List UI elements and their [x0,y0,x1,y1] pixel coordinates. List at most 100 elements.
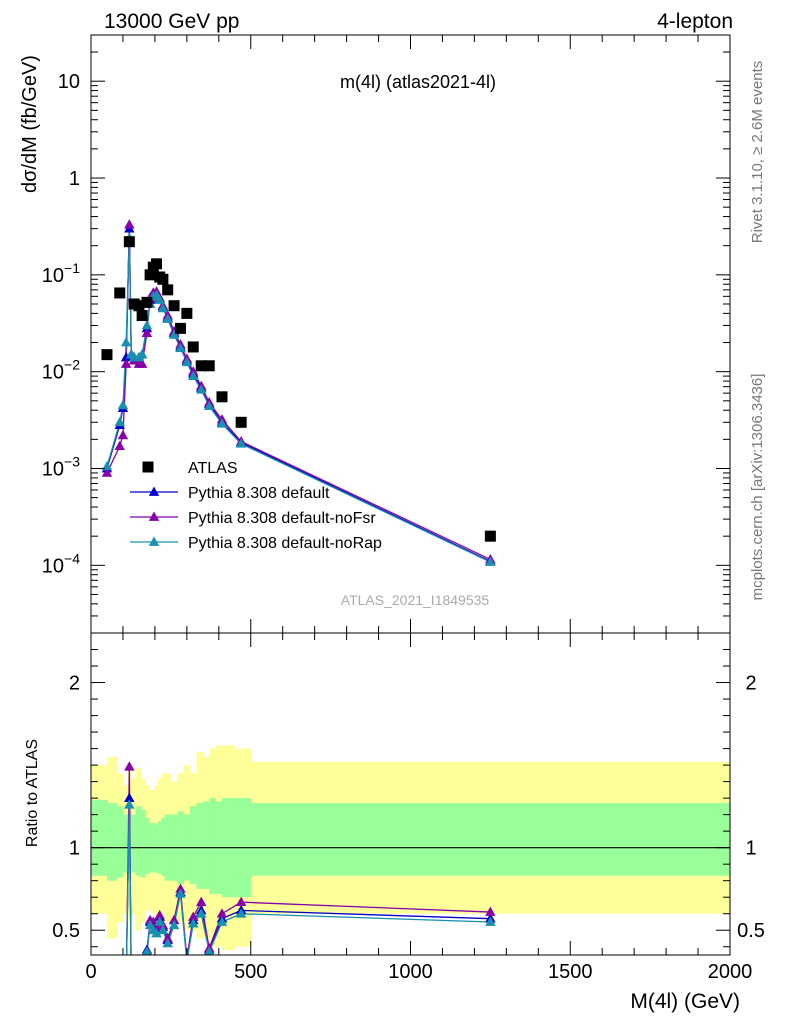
data-point-marker [141,296,153,308]
ratio-series-marker [175,888,186,898]
main-y-tick-label: 10−2 [42,357,80,384]
ratio-panel-content [91,745,730,967]
ratio-y-tick-label-right: 2 [745,673,756,695]
ratio-series-marker [196,896,207,907]
main-series-marker [485,556,496,566]
ratio-series-marker [216,916,228,926]
data-point-marker [187,341,199,353]
ratio-y-axis-label: Ratio to ATLAS [24,739,41,847]
x-tick-label: 500 [234,961,267,983]
legend-marker [148,511,160,521]
legend-label: Pythia 8.308 default [188,485,330,502]
main-y-tick-label: 1 [69,168,80,190]
data-point-marker [123,236,135,248]
main-series-marker [157,302,169,313]
ratio-series-marker [196,908,207,918]
ratio-y-tick-label-right: 0.5 [737,920,765,942]
main-series-marker [141,319,153,330]
main-series-marker [188,370,199,380]
ratio-y-tick-label: 0.5 [52,920,80,942]
main-y-tick-label: 10−4 [42,550,80,577]
stat-uncertainty-band [161,817,165,876]
stat-uncertainty-band [154,824,159,873]
main-series-marker [136,358,148,368]
stat-uncertainty-band [122,814,129,873]
ratio-series-marker [124,799,135,809]
legend-marker [142,461,154,473]
ratio-series-marker [151,928,162,938]
main-series-marker [136,349,148,359]
ratio-series-marker [485,916,496,926]
data-point-marker [484,530,496,542]
stat-uncertainty-band [140,809,146,878]
main-series-marker [154,294,165,304]
ratio-series-marker [141,954,143,955]
header-process-label: 4-lepton [657,10,733,33]
rivet-version-label: Rivet 3.1.10, ≥ 2.6M events [749,61,766,244]
main-series-marker [141,327,153,337]
header-beam-label: 13000 GeV pp [104,10,239,33]
legend-marker [148,536,160,546]
ratio-series-marker [216,908,228,918]
ratio-series-marker [141,946,152,955]
ratio-series-marker [204,946,215,955]
main-series-marker [117,399,129,410]
ratio-series-marker [182,956,192,965]
ratio-series-marker [485,906,496,916]
data-point-marker [157,273,169,285]
main-series-marker [181,356,193,367]
x-tick-label: 1500 [548,961,593,983]
main-y-tick-label: 10−1 [42,260,80,287]
stat-uncertainty-band [145,817,150,875]
ratio-series-marker [168,919,180,930]
stat-uncertainty-band [190,806,197,884]
ratio-series-marker [124,792,135,802]
legend-label: Pythia 8.308 default-noFsr [188,510,376,527]
ratio-series-marker [188,911,199,921]
stat-uncertainty-band [202,801,210,889]
ratio-series-marker [124,761,135,771]
main-series-marker [196,384,207,394]
main-y-tick-label: 10 [58,71,80,93]
stat-uncertainty-band [91,799,108,876]
legend-label: Pythia 8.308 default-noRap [188,535,382,552]
legend: ATLAS Pythia 8.308 default Pythia 8.308 de… [130,460,382,552]
main-series-marker [120,358,132,368]
stat-uncertainty-band [116,806,124,878]
data-point-marker [181,307,193,319]
ratio-series-marker [157,924,169,935]
ratio-series-marker [134,958,144,967]
stat-uncertainty-band [135,806,142,876]
ratio-y-tick-label: 1 [69,838,80,860]
stat-uncertainty-band [196,803,204,889]
main-series-marker [114,416,125,427]
x-tick-label: 0 [85,961,96,983]
legend-label: ATLAS [188,460,238,477]
stat-uncertainty-band [130,814,137,873]
main-series-marker [114,440,125,451]
ratio-series-marker [141,954,143,955]
main-series-marker [124,219,135,229]
main-series-marker [162,313,173,323]
mcplots-label: mcplots.cern.ch [arXiv:1306.3436] [749,374,766,601]
ratio-series-marker [162,937,173,948]
main-series-marker [120,352,132,362]
legend-marker [148,486,160,496]
main-series-marker [168,329,180,339]
ratio-series-marker [188,918,199,928]
x-tick-label: 2000 [708,961,753,983]
main-series-marker [101,467,113,477]
main-series-marker [117,429,129,440]
ratio-series-marker [168,914,180,925]
ratio-series-marker [175,883,186,893]
main-plot-title: m(4l) (atlas2021-4l) [340,72,496,92]
main-series-marker [216,418,228,428]
ratio-series-marker [154,909,165,920]
main-series-marker [235,438,247,448]
main-y-tick-label: 10−3 [42,453,80,480]
ratio-series-marker [235,908,247,918]
data-point-marker [216,391,228,403]
stat-uncertainty-band [209,798,217,894]
x-axis-label: M(4l) (GeV) [630,990,740,1013]
